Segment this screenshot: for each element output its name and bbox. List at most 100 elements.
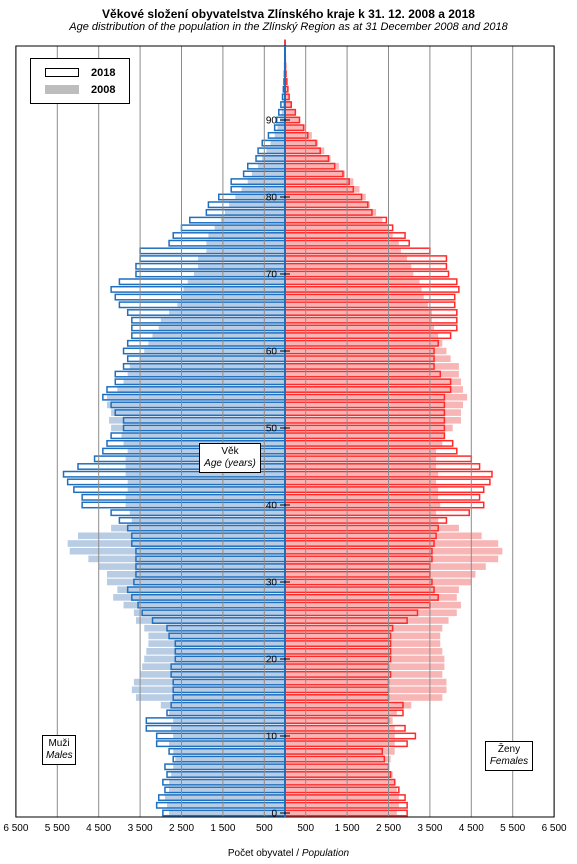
bar-2008-males-age-75	[208, 232, 285, 239]
bar-2008-males-age-54	[106, 393, 285, 401]
bar-2008-males-age-37	[111, 524, 286, 532]
y-tick-label: 60	[266, 347, 278, 358]
bar-2008-females-age-90	[285, 116, 300, 124]
bar-2008-females-age-56	[285, 378, 461, 386]
bar-2008-males-age-92	[282, 101, 285, 108]
bar-2008-males-age-88	[274, 132, 285, 139]
bar-2008-males-age-4	[169, 778, 285, 786]
bar-2008-females-age-22	[285, 640, 441, 647]
males-label: Muži Males	[42, 735, 76, 765]
bar-2008-females-age-10	[285, 732, 395, 740]
bar-2008-males-age-72	[198, 255, 285, 262]
bar-2008-females-age-88	[285, 132, 312, 139]
bar-2008-females-age-41	[285, 494, 439, 501]
bar-2008-males-age-84	[258, 162, 285, 170]
bar-2008-females-age-24	[285, 624, 443, 632]
bar-2008-males-age-40	[125, 501, 285, 509]
bar-2008-males-age-77	[220, 216, 285, 224]
bar-2008-males-age-91	[281, 109, 285, 116]
bar-2008-males-age-59	[140, 355, 285, 362]
bar-2008-females-age-11	[285, 725, 395, 732]
bar-2008-females-age-37	[285, 524, 459, 532]
bar-2008-females-age-69	[285, 278, 420, 285]
bar-2008-males-age-61	[148, 340, 285, 347]
x-tick-label: 5 500	[500, 823, 525, 834]
age-label-en: Age (years)	[204, 458, 256, 469]
bar-2008-females-age-13	[285, 709, 397, 717]
bar-2008-males-age-87	[270, 139, 285, 147]
bar-2008-females-age-23	[285, 632, 441, 640]
legend-label-2018: 2018	[91, 66, 116, 79]
bar-2008-females-age-6	[285, 763, 389, 771]
bar-2008-females-age-0	[285, 809, 397, 817]
bar-2008-females-age-93	[285, 93, 290, 101]
bar-2008-females-age-75	[285, 232, 393, 239]
y-tick-label: 90	[266, 116, 278, 127]
bar-2008-females-age-17	[285, 678, 447, 686]
x-tick-label: 2 500	[169, 823, 194, 834]
bar-2008-females-age-80	[285, 193, 366, 201]
bar-2008-females-age-26	[285, 609, 457, 617]
bar-2008-males-age-21	[146, 648, 285, 655]
bar-2008-females-age-2	[285, 794, 399, 801]
bar-2008-females-age-1	[285, 802, 399, 809]
bar-2008-females-age-18	[285, 671, 443, 678]
bar-2008-females-age-19	[285, 663, 445, 670]
bar-2008-males-age-18	[140, 671, 285, 678]
bar-2008-males-age-44	[125, 470, 285, 478]
bar-2008-females-age-79	[285, 201, 370, 208]
bar-2008-females-age-16	[285, 686, 447, 694]
bar-2008-females-age-86	[285, 147, 325, 155]
x-tick-label: 6 500	[3, 823, 28, 834]
age-label-cz: Věk	[221, 446, 239, 457]
bar-2008-males-age-23	[148, 632, 285, 640]
bar-2008-males-age-83	[251, 170, 285, 178]
bar-2008-males-age-32	[98, 563, 285, 570]
males-label-cz: Muži	[48, 738, 70, 749]
bar-2008-females-age-68	[285, 286, 422, 293]
bar-2008-females-age-7	[285, 755, 391, 763]
bar-2008-females-age-65	[285, 309, 432, 316]
bar-2008-females-age-9	[285, 740, 395, 747]
bar-2008-males-age-82	[247, 178, 285, 185]
bar-2008-males-age-78	[224, 209, 285, 216]
bar-2008-females-age-73	[285, 247, 401, 255]
bar-2008-females-age-54	[285, 393, 468, 401]
bar-2008-females-age-31	[285, 571, 476, 578]
bar-2008-females-age-83	[285, 170, 346, 178]
bar-2008-males-age-12	[173, 717, 285, 724]
bar-2008-males-age-2	[164, 794, 285, 801]
bar-2008-females-age-36	[285, 532, 482, 540]
y-tick-label: 10	[266, 732, 278, 743]
x-tick-label: 500	[256, 823, 273, 834]
y-tick-label: 0	[271, 809, 277, 820]
males-label-en: Males	[46, 750, 73, 761]
bar-2008-males-age-13	[169, 709, 285, 717]
females-label: Ženy Females	[485, 741, 533, 771]
bar-2008-males-age-51	[109, 417, 285, 424]
bar-2008-males-age-33	[88, 555, 285, 563]
bar-2008-males-age-89	[277, 124, 285, 131]
bar-2008-females-age-4	[285, 778, 395, 786]
bar-2008-females-age-45	[285, 463, 437, 470]
bar-2008-females-age-89	[285, 124, 305, 131]
legend: 2018 2008	[30, 58, 130, 104]
bar-2008-females-age-35	[285, 540, 499, 547]
bar-2008-females-age-59	[285, 355, 451, 362]
bar-2008-males-age-69	[187, 278, 285, 285]
bar-2008-males-age-25	[135, 617, 285, 624]
legend-swatch-2018	[45, 68, 79, 77]
bar-2008-males-age-19	[142, 663, 285, 670]
grid-lines	[15, 46, 555, 817]
bar-2008-males-age-27	[123, 601, 285, 609]
bar-2008-males-age-74	[206, 239, 285, 247]
bar-2008-females-age-92	[285, 101, 293, 108]
bar-2008-females-age-53	[285, 401, 464, 409]
age-axis-label: Věk Age (years)	[199, 443, 261, 473]
x-tick-label: 4 500	[86, 823, 111, 834]
bar-2008-males-age-0	[169, 809, 285, 817]
bar-2008-females-age-38	[285, 517, 439, 524]
bar-2008-males-age-16	[131, 686, 285, 694]
bar-2008-females-age-42	[285, 486, 439, 493]
bar-2008-females-age-43	[285, 478, 437, 486]
